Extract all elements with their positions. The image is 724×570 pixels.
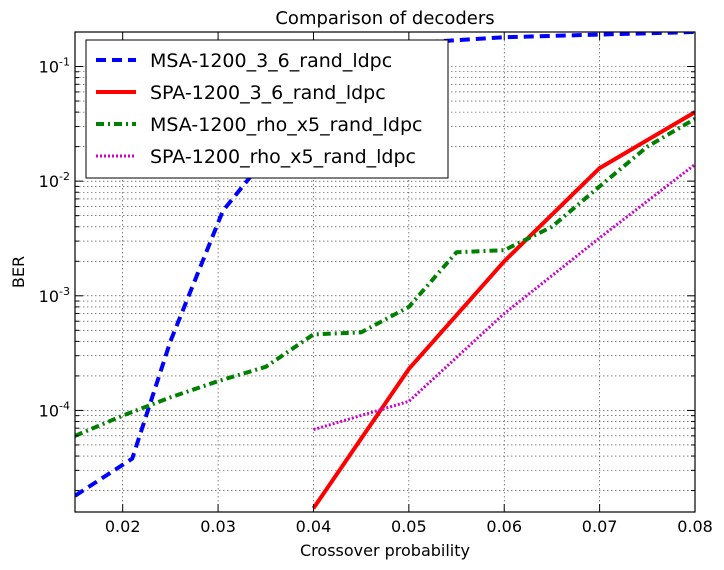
series-line-1	[311, 110, 695, 510]
series-line-3	[313, 163, 695, 432]
legend-label-1: SPA-1200_3_6_rand_ldpc	[150, 82, 386, 104]
x-tick-label-5: 0.07	[582, 517, 618, 536]
x-tick-label-1: 0.03	[200, 517, 236, 536]
y-tick-label-3: 10-1	[39, 56, 70, 77]
legend-label-0: MSA-1200_3_6_rand_ldpc	[150, 50, 392, 72]
series-line-2	[75, 117, 695, 438]
x-tick-label-2: 0.04	[296, 517, 332, 536]
grid-lines	[75, 32, 695, 512]
plot-area-frame	[74, 31, 696, 513]
y-tick-label-1: 10-3	[39, 285, 70, 306]
legend: MSA-1200_3_6_rand_ldpc SPA-1200_3_6_rand_…	[85, 39, 449, 179]
y-tick-label-0: 10-4	[39, 399, 70, 420]
legend-label-2: MSA-1200_rho_x5_rand_ldpc	[150, 114, 422, 136]
legend-box	[85, 39, 449, 179]
y-tick-label-2: 10-2	[39, 170, 70, 191]
axis-ticks	[75, 32, 696, 512]
x-tick-label-3: 0.05	[391, 517, 427, 536]
y-tick-labels: 10-4 10-3 10-2 10-1	[39, 56, 70, 421]
x-tick-label-4: 0.06	[486, 517, 522, 536]
x-tick-labels: 0.02 0.03 0.04 0.05 0.06 0.07 0.08	[105, 517, 713, 536]
chart-title: Comparison of decoders	[275, 8, 494, 29]
y-axis-label: BER	[9, 256, 28, 288]
x-tick-label-0: 0.02	[105, 517, 141, 536]
x-tick-label-6: 0.08	[677, 517, 713, 536]
x-axis-label: Crossover probability	[300, 541, 470, 560]
legend-label-3: SPA-1200_rho_x5_rand_ldpc	[150, 146, 416, 168]
